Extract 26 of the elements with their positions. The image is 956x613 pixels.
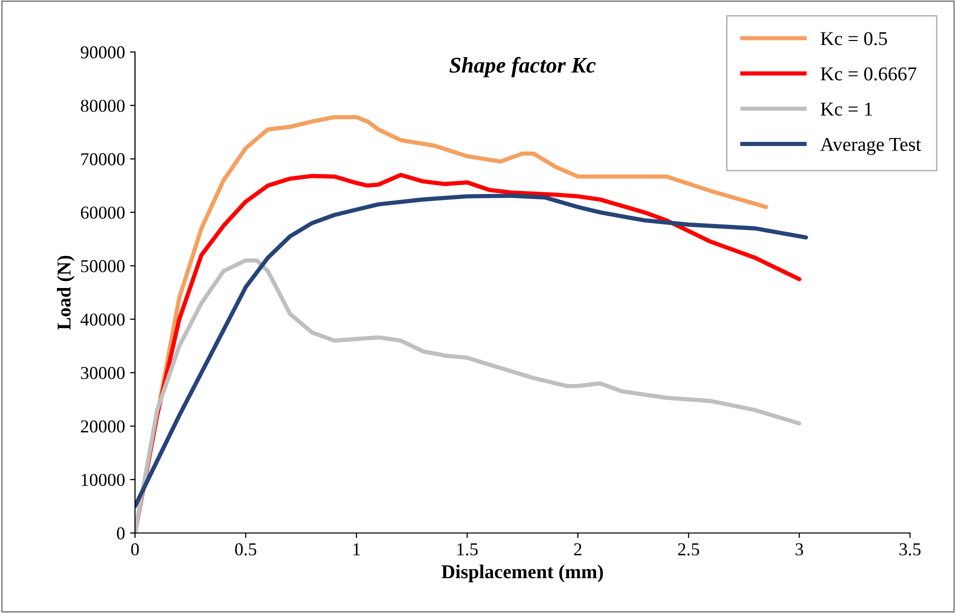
y-tick-label: 70000 xyxy=(81,153,125,166)
x-tick-label: 1 xyxy=(354,543,360,556)
y-tick-label: 0 xyxy=(116,527,125,540)
legend-label: Kc = 1 xyxy=(820,102,872,116)
x-tick-label: 2 xyxy=(574,543,582,556)
y-tick-label: 50000 xyxy=(81,260,125,272)
y-tick-label: 20000 xyxy=(80,420,125,433)
x-tick-label: 1.5 xyxy=(457,543,478,556)
y-tick-label: 60000 xyxy=(80,206,125,219)
y-tick-label: 10000 xyxy=(82,474,125,486)
x-tick-label: 3 xyxy=(796,543,804,556)
y-axis-title: Load (N) xyxy=(56,256,75,330)
x-axis-title: Displacement (mm) xyxy=(442,564,603,582)
line-series xyxy=(135,258,802,533)
x-tick-label: 2.5 xyxy=(678,543,700,556)
legend-label: Average Test xyxy=(820,138,922,155)
legend-label: Kc = 0.6667 xyxy=(820,67,916,81)
legend-label: Kc = 0.5 xyxy=(820,32,888,46)
y-tick-label: 80000 xyxy=(80,100,125,112)
chart-title: Shape factor Kc xyxy=(449,56,596,78)
x-tick-label: 3.5 xyxy=(900,543,921,556)
x-tick-label: 0.5 xyxy=(235,543,256,556)
y-tick-label: 30000 xyxy=(81,366,125,380)
y-tick-label: 90000 xyxy=(80,46,125,58)
y-tick-label: 40000 xyxy=(80,313,125,326)
x-tick-label: 0 xyxy=(131,543,139,556)
